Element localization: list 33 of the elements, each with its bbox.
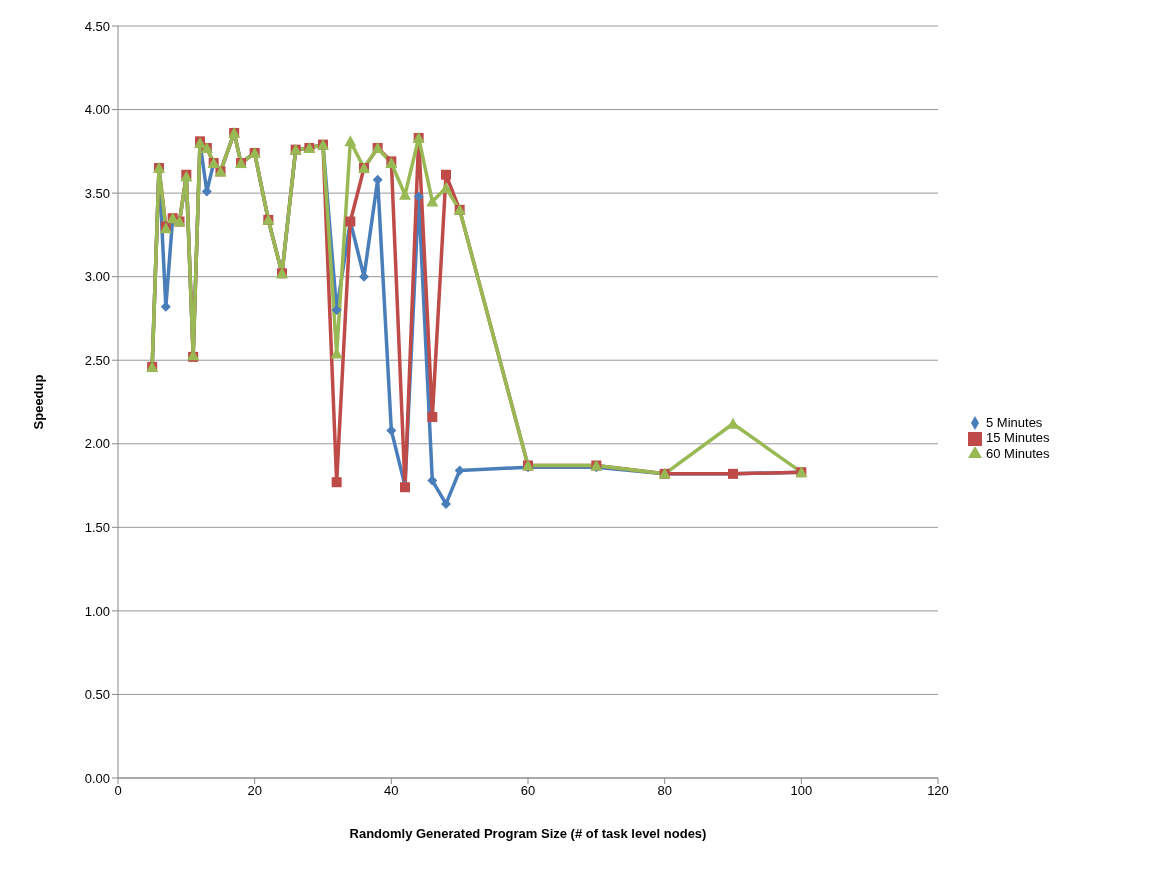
y-tick-label: 2.00 (84, 436, 110, 452)
point (344, 135, 357, 147)
x-tick-label: 80 (657, 783, 672, 799)
x-tick-label: 100 (790, 783, 813, 799)
point (441, 498, 451, 509)
point (331, 305, 342, 316)
point (440, 182, 452, 194)
y-axis-title: Speedup (30, 374, 46, 430)
y-tick-label: 1.50 (84, 519, 110, 535)
point (331, 477, 342, 488)
y-tick-label: 2.50 (84, 352, 110, 368)
y-tick-label: 3.50 (84, 185, 110, 201)
x-tick-label: 0 (114, 783, 122, 799)
point (386, 425, 397, 436)
point (441, 169, 451, 180)
x-axis-title: Randomly Generated Program Size (# of task level nodes) (349, 826, 707, 841)
point (372, 174, 383, 185)
x-tick-label: 20 (247, 783, 262, 799)
y-tick-label: 4.00 (84, 102, 110, 118)
y-tick-label: 4.50 (84, 18, 110, 34)
point (427, 475, 438, 486)
point (427, 412, 438, 423)
point (413, 191, 424, 202)
y-tick-label: 3.00 (84, 269, 110, 285)
x-tick-label: 60 (520, 783, 536, 799)
legend-label: 15 Minutes (986, 430, 1050, 446)
x-tick-label: 40 (384, 783, 399, 799)
legend-label: 60 Minutes (986, 445, 1050, 461)
y-tick-label: 1.00 (84, 603, 110, 619)
y-tick-label: 0.00 (84, 770, 110, 786)
x-tick-label: 120 (927, 783, 949, 799)
legend-label: 5 Minutes (986, 414, 1043, 430)
y-tick-label: 0.50 (84, 687, 110, 703)
